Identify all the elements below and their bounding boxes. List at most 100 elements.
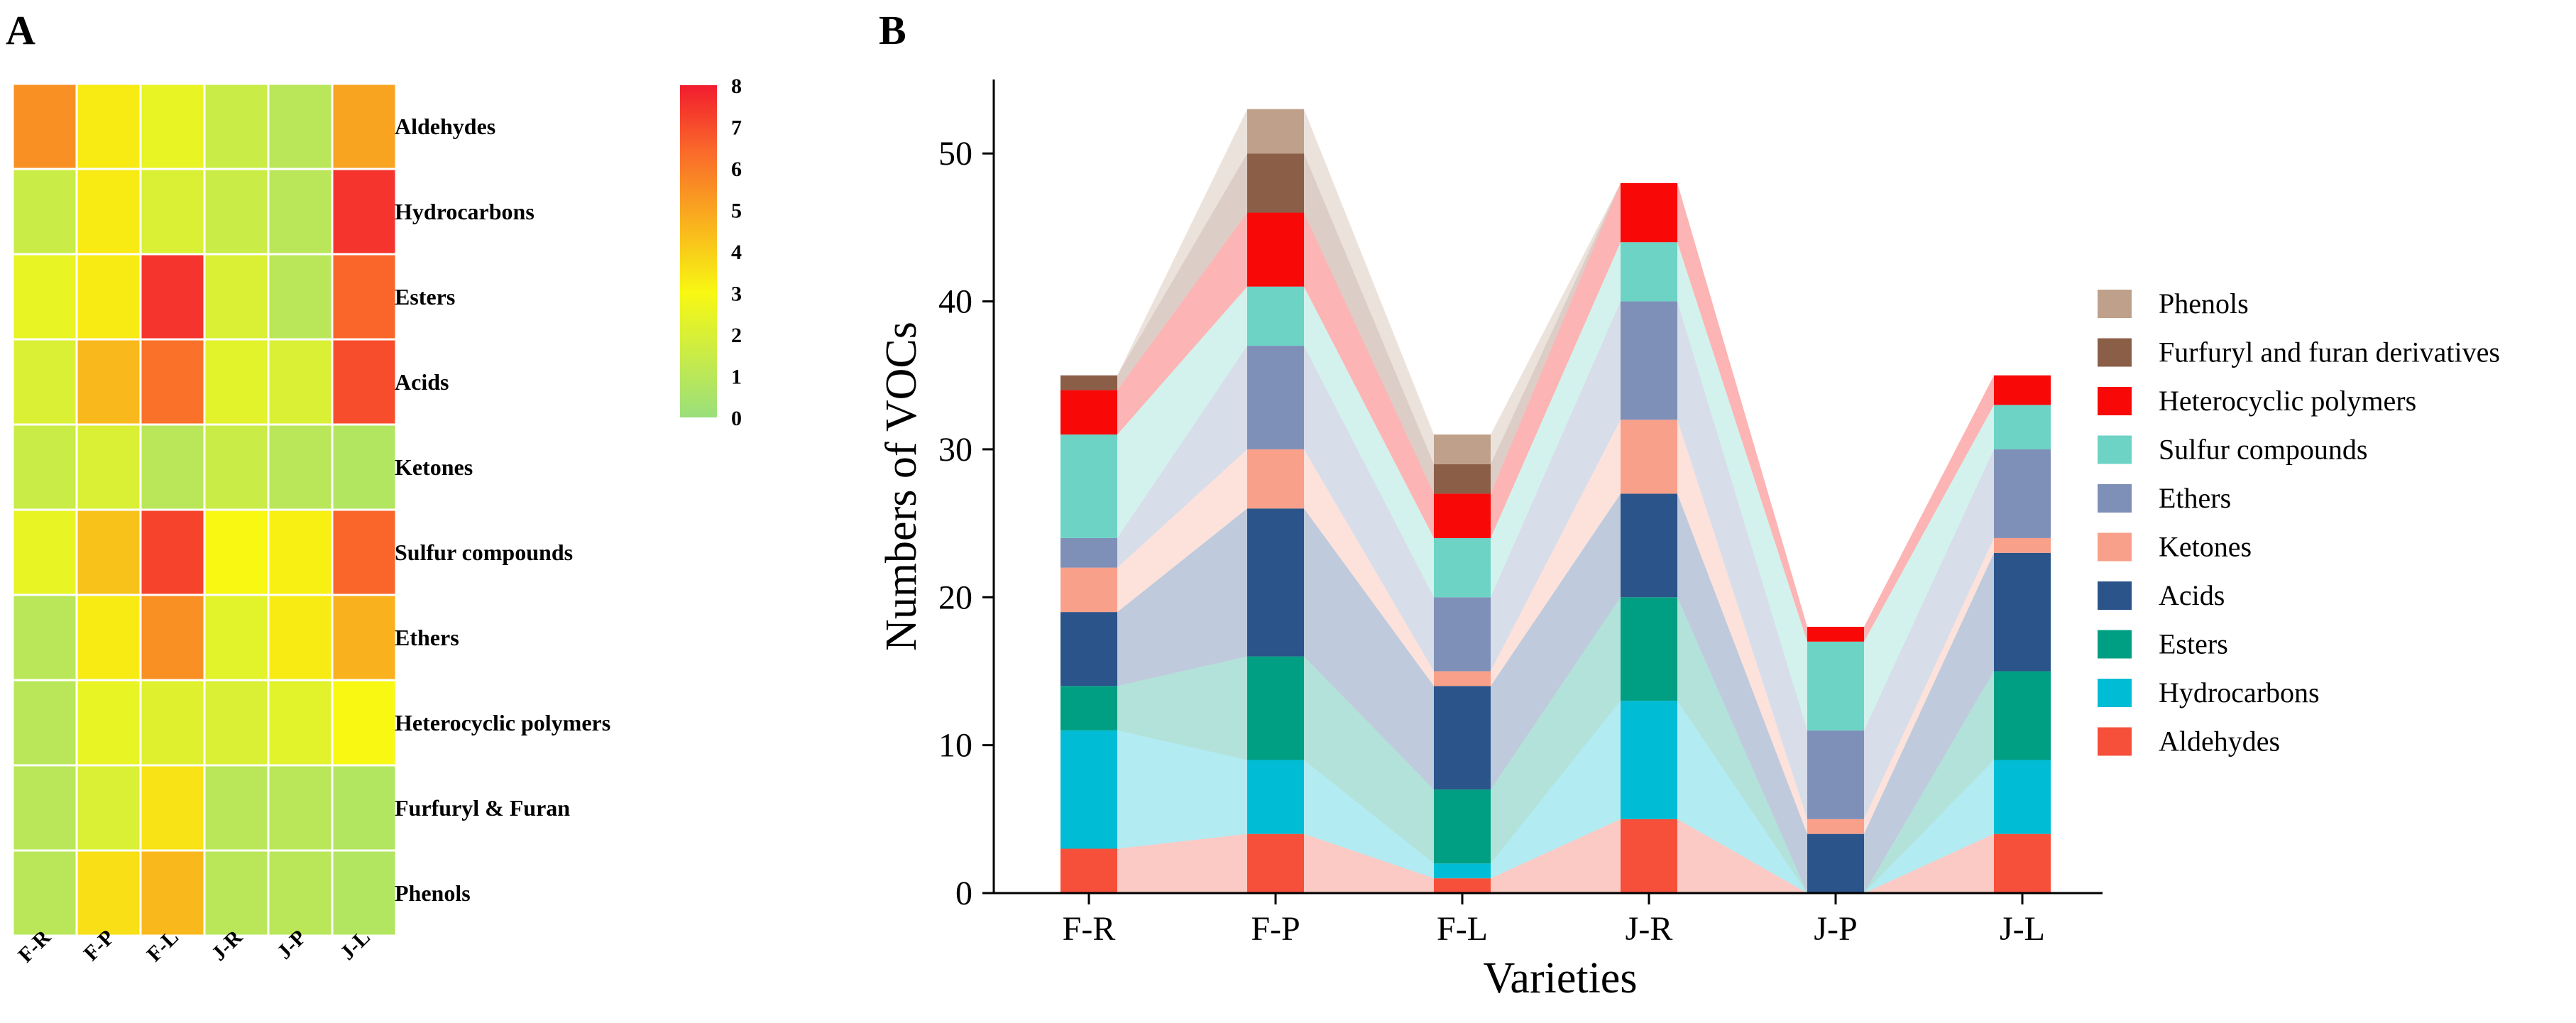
legend-label: Heterocyclic polymers [2159,385,2416,417]
bar-segment [1434,493,1491,538]
heatmap-cell [139,423,206,511]
bar-segment [1994,537,2051,553]
heatmap-cell [139,338,206,426]
heatmap-cell [139,508,206,596]
panel-a-label: A [6,7,35,53]
legend-label: Aldehydes [2159,726,2280,757]
bar-segment [1434,464,1491,494]
heatmap-cell [203,593,270,682]
colorbar-tick-label: 0 [731,407,742,430]
stack-connector [1117,346,1247,568]
bar-segment [1621,701,1677,819]
heatmap-cell [139,168,206,256]
heatmap-row-label: Hydrocarbons [395,199,535,224]
heatmap-cell [75,508,142,596]
x-tick-label: J-L [2000,910,2045,948]
heatmap-cell [75,168,142,256]
legend-swatch [2098,532,2132,562]
stack-connector [1491,301,1621,672]
legend-swatch [2098,630,2132,659]
heatmap-row-label: Phenols [395,880,471,906]
bar-segment [1247,760,1304,834]
stack-connector [1304,760,1434,879]
heatmap-cell [139,764,206,852]
heatmap-cell [267,508,334,596]
bar-segment [1060,567,1117,613]
bar-segment [1247,656,1304,760]
stack-connector [1677,701,1807,893]
heatmap-cell [203,764,270,852]
legend-swatch [2098,679,2132,707]
bar-segment [1060,434,1117,538]
heatmap-cell [75,593,142,682]
stack-connector [1491,182,1621,464]
heatmap-row-label: Ethers [395,625,459,650]
heatmap-cell [11,593,78,682]
heatmap-cell [75,253,142,341]
stacked-bars [1060,109,2051,893]
bar-segment [1621,420,1677,494]
heatmap-cell [11,679,78,767]
legend-swatch [2098,484,2132,513]
legend-swatch [2098,387,2132,415]
stack-connector [1864,537,1994,834]
bar-segment [1621,301,1677,420]
stack-connector [1864,375,1994,642]
colorbar: 0 1 2 3 4 5 6 7 8 [680,75,742,430]
colorbar-tick-label: 4 [731,241,742,264]
stack-connector [1864,449,1994,819]
heatmap-cell [11,764,78,852]
heatmap-row-label: Aldehydes [395,114,495,139]
stack-connector [1304,212,1434,538]
heatmap-cell [203,338,270,426]
heatmap-cell [11,82,78,170]
bar-segment [1434,537,1491,598]
y-tick-label: 0 [955,875,972,912]
bar-segment [1994,449,2051,538]
legend-swatch [2098,435,2132,464]
bar-segment [1247,833,1304,893]
heatmap-cell [203,849,270,937]
legend-label: Ketones [2159,531,2252,563]
heatmap-cell [75,679,142,767]
bar-segment [1247,286,1304,346]
heatmap-cell [11,849,78,937]
stack-connector [1864,833,1994,893]
stack-connector [1491,819,1621,893]
y-tick-label: 10 [938,727,972,765]
legend-label: Hydrocarbons [2159,677,2320,709]
stack-connector [1677,493,1807,893]
bar-segment [1434,686,1491,790]
colorbar-tick-label: 8 [731,75,742,98]
heatmap-cell [203,508,270,596]
bar-segment [1621,597,1677,701]
legend-label: Phenols [2159,288,2249,319]
colorbar-gradient [680,85,717,417]
heatmap-cell [75,423,142,511]
stack-connector [1304,286,1434,598]
heatmap-cell [267,168,334,256]
bar-segment [1994,375,2051,405]
stack-connector [1304,508,1434,790]
y-tick-label: 20 [938,579,972,616]
stack-connector [1677,301,1807,819]
heatmap-cell [139,679,206,767]
heatmap-cell [11,423,78,511]
stack-connector [1491,701,1621,879]
stack-connector [1491,242,1621,598]
colorbar-tick-label: 3 [731,283,742,306]
bar-segment [1247,153,1304,213]
stack-connector [1117,833,1247,893]
stack-connector [1864,552,1994,893]
bar-segment [1994,760,2051,834]
bar-segment [1060,375,1117,390]
heatmap-cell [267,593,334,682]
heatmap-row-label: Sulfur compounds [395,540,573,565]
bar-segment [1621,819,1677,893]
bar-segment [1060,612,1117,686]
heatmap-cell [75,338,142,426]
stack-connector [1304,109,1434,464]
bar-segment [1247,449,1304,509]
heatmap-cell [139,82,206,170]
